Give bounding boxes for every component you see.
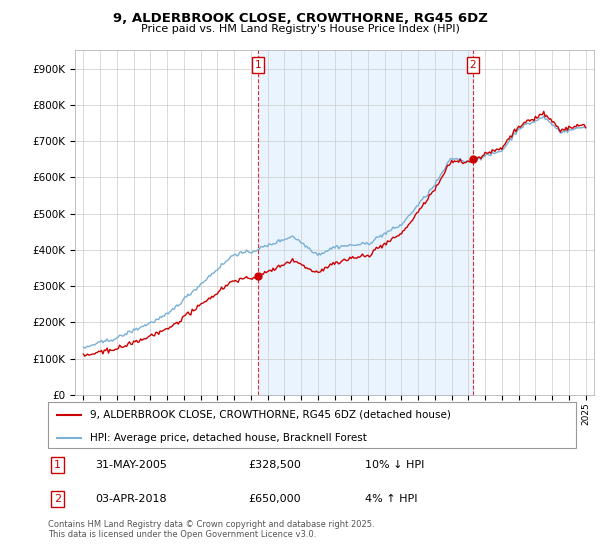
- Text: 9, ALDERBROOK CLOSE, CROWTHORNE, RG45 6DZ (detached house): 9, ALDERBROOK CLOSE, CROWTHORNE, RG45 6D…: [90, 410, 451, 420]
- Text: 4% ↑ HPI: 4% ↑ HPI: [365, 494, 418, 504]
- FancyBboxPatch shape: [48, 402, 576, 448]
- Text: 31-MAY-2005: 31-MAY-2005: [95, 460, 167, 470]
- Text: Contains HM Land Registry data © Crown copyright and database right 2025.
This d: Contains HM Land Registry data © Crown c…: [48, 520, 374, 539]
- Text: HPI: Average price, detached house, Bracknell Forest: HPI: Average price, detached house, Brac…: [90, 433, 367, 443]
- Text: 2: 2: [54, 494, 61, 504]
- Text: Price paid vs. HM Land Registry's House Price Index (HPI): Price paid vs. HM Land Registry's House …: [140, 24, 460, 34]
- Text: 1: 1: [254, 60, 261, 70]
- Text: 1: 1: [54, 460, 61, 470]
- Text: £328,500: £328,500: [248, 460, 302, 470]
- Text: £650,000: £650,000: [248, 494, 301, 504]
- Text: 2: 2: [469, 60, 476, 70]
- Text: 03-APR-2018: 03-APR-2018: [95, 494, 167, 504]
- Text: 9, ALDERBROOK CLOSE, CROWTHORNE, RG45 6DZ: 9, ALDERBROOK CLOSE, CROWTHORNE, RG45 6D…: [113, 12, 487, 25]
- Text: 10% ↓ HPI: 10% ↓ HPI: [365, 460, 424, 470]
